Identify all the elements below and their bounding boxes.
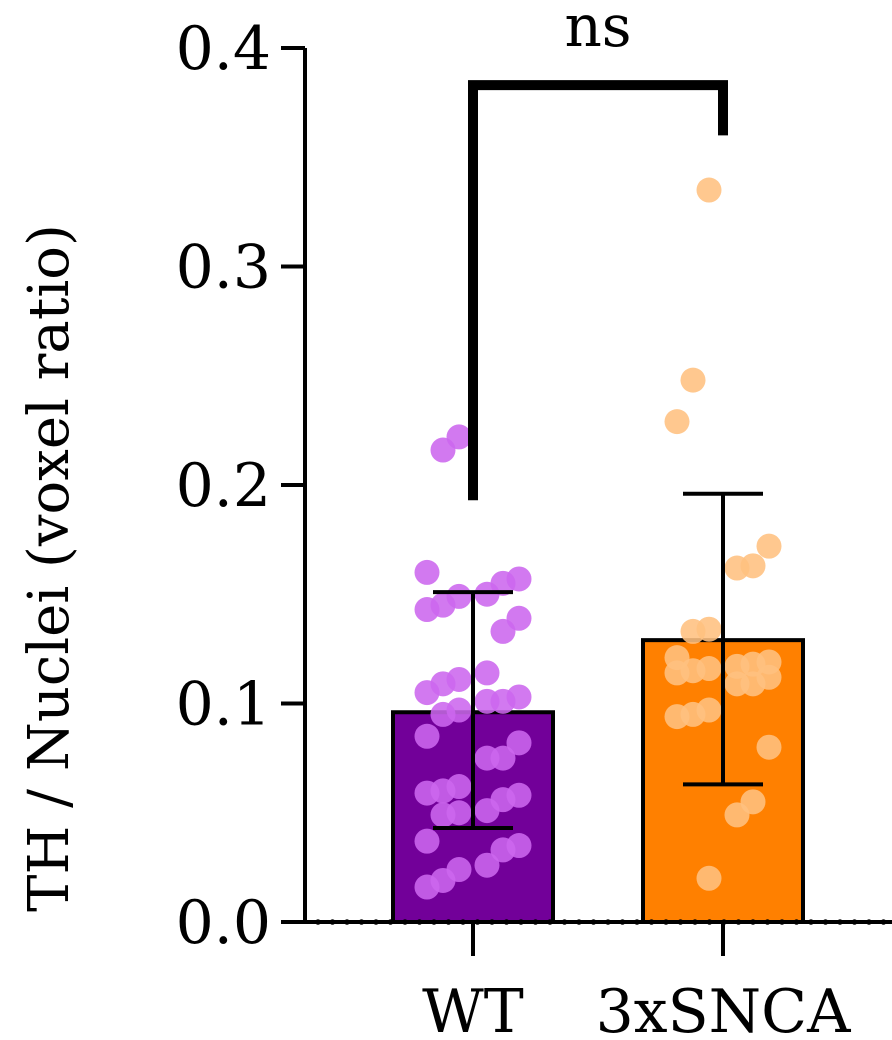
y-tick-label-3: 0.3 [176,233,271,303]
axis-dot [619,919,626,925]
data-point [414,874,440,900]
axis-dot [416,919,423,925]
axis-dot [764,919,771,925]
y-axis-label: TH / Nuclei (voxel ratio) [17,224,82,912]
axis-dot [779,919,785,925]
axis-dot [518,919,524,925]
axis-dot [648,919,655,925]
data-point [474,798,500,824]
axis-dot [532,919,539,925]
data-point [414,828,440,854]
y-tick-label-4: 0.4 [176,14,271,84]
axis-dot [402,919,408,925]
data-point [680,618,706,644]
axis-dot [851,919,858,925]
data-point [664,660,690,686]
axis-dot [576,919,582,925]
data-point [414,559,440,585]
data-point [474,745,500,771]
axes-layer: 0.0 0.1 0.2 0.3 0.4 WT 3xSNCA [176,14,892,1040]
y-tick-label-2: 0.2 [176,451,271,521]
points-group-1 [664,177,782,891]
data-point [756,533,782,559]
data-point [490,837,516,863]
error-bar-0 [433,590,513,831]
significance-bracket-0 [468,80,728,501]
data-point [696,865,722,891]
axis-dot [750,919,756,925]
data-point [430,802,456,828]
axis-dot [880,919,887,925]
data-point [430,701,456,727]
error-bars-layer [433,491,763,831]
axis-dot [605,919,611,925]
significance-label-0: ns [564,0,631,60]
axis-dot [692,919,698,925]
axis-dot [735,919,742,925]
axis-dot [431,919,437,925]
data-point [414,780,440,806]
data-point [724,555,750,581]
points-group-0 [414,424,532,900]
data-point [696,177,722,203]
data-point [430,437,456,463]
axis-dot [634,919,640,925]
data-point [724,802,750,828]
points-layer [414,177,782,900]
data-point [664,704,690,730]
axis-dot [373,919,379,925]
data-point [664,409,690,435]
x-tick-label-1: 3xSNCA [596,977,852,1040]
axis-dot [837,919,843,925]
axis-dot [474,919,481,925]
data-point [414,597,440,623]
data-point [724,653,750,679]
data-point [414,723,440,749]
axis-dot [344,919,350,925]
x-axis-dots [315,919,887,925]
error-bar-1 [683,491,763,787]
axis-dot [706,919,713,925]
axis-dot [590,919,597,925]
axis-dot [547,919,553,925]
data-point [474,660,500,686]
axis-dot [808,919,814,925]
data-point [724,671,750,697]
axis-dot [489,919,495,925]
axis-dot [387,919,394,925]
axis-dot [677,919,684,925]
axis-dot [445,919,452,925]
axis-dot [315,919,321,925]
axis-dot [561,919,568,925]
data-point [680,367,706,393]
data-point [474,852,500,878]
data-point [474,688,500,714]
y-tick-label-0: 0.0 [176,888,271,958]
annotation-layer: ns [468,0,728,501]
axis-dot [503,919,510,925]
data-point [756,734,782,760]
axis-dot [866,919,872,925]
data-point [414,680,440,706]
data-point [490,618,516,644]
x-tick-label-0: WT [422,977,524,1040]
axis-dot [358,919,365,925]
axis-dot [460,919,466,925]
data-point [474,581,500,607]
axis-dot [663,919,669,925]
data-point [506,730,532,756]
axis-dot [822,919,829,925]
axis-dot [329,919,336,925]
y-tick-label-1: 0.1 [176,670,271,740]
axis-dot [793,919,800,925]
